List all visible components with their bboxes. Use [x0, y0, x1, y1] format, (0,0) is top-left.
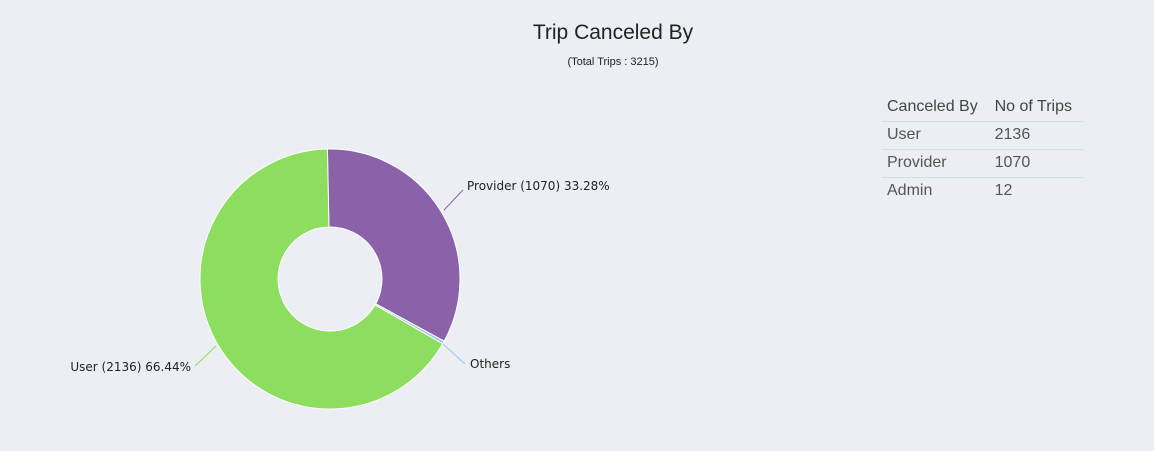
slice-provider[interactable] [326, 148, 461, 342]
table-cell-canceled-by: Provider [882, 149, 990, 178]
connector-others [441, 342, 466, 365]
table-cell-no-of-trips: 2136 [989, 121, 1083, 150]
slice-label-user: User (2136) 66.44% [70, 360, 191, 374]
connector-user [194, 345, 217, 367]
table-row: Provider 1070 [882, 149, 1083, 178]
table-row: Admin 12 [882, 177, 1083, 205]
table-cell-canceled-by: Admin [882, 177, 990, 205]
table-header-row: Canceled By No of Trips [882, 94, 1083, 122]
table-cell-no-of-trips: 1070 [989, 149, 1083, 178]
connector-provider [443, 189, 464, 211]
slice-label-others: Others [470, 357, 510, 371]
slice-user[interactable] [199, 148, 444, 410]
table-row: User 2136 [882, 121, 1083, 150]
chart-title: Trip Canceled By [532, 21, 694, 44]
table-cell-canceled-by: User [882, 121, 990, 150]
table-cell-no-of-trips: 12 [989, 177, 1083, 205]
slice-label-provider: Provider (1070) 33.28% [467, 179, 610, 193]
chart-subtitle: (Total Trips : 3215) [567, 56, 659, 68]
column-header-canceled-by: Canceled By [887, 98, 978, 115]
column-header-no-of-trips: No of Trips [994, 98, 1072, 115]
canceled-by-table: Canceled By No of Trips User 2136 Provid… [882, 94, 1083, 205]
